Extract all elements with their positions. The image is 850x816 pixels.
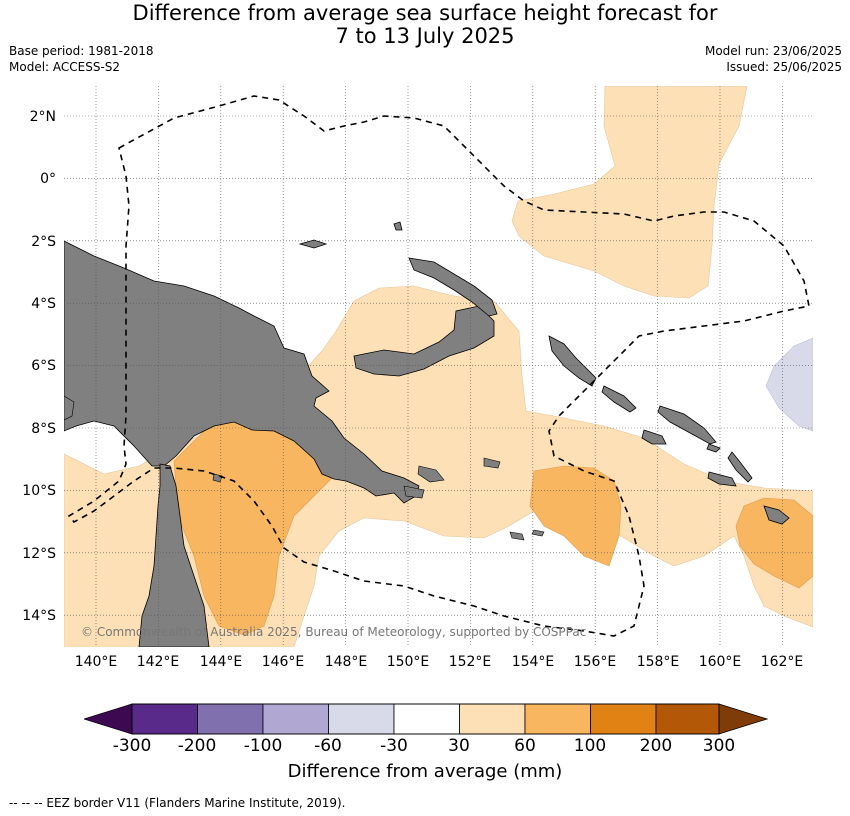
lat-label-2n: 2°N	[29, 109, 56, 125]
land-cape-york	[138, 463, 210, 647]
metadata-right: Model run: 23/06/2025 Issued: 25/06/2025	[705, 43, 842, 75]
copyright-notice: © Commonwealth of Australia 2025, Bureau…	[81, 625, 587, 639]
lon-label-162e: 162°E	[760, 654, 804, 670]
land-bougainville	[548, 335, 597, 387]
colorbar-segment-7	[524, 703, 591, 735]
anomaly-region-60-100-centre	[529, 465, 622, 567]
colorbar-tick-60: 60	[514, 736, 536, 756]
lon-label-144e: 144°E	[199, 654, 243, 670]
colorbar-tick-200: 200	[639, 736, 673, 756]
colorbar-segment-9	[655, 703, 720, 735]
land-fergusson	[403, 485, 425, 499]
land-rennell	[706, 443, 721, 453]
anomaly-region-60-100-east	[735, 497, 813, 589]
colorbar	[84, 703, 768, 735]
colorbar-tick-30: 30	[448, 736, 470, 756]
lat-gridlines	[64, 115, 813, 616]
land-new-britain	[353, 305, 495, 377]
colorbar-tick-minus300: -300	[112, 736, 152, 756]
lon-label-160e: 160°E	[698, 654, 742, 670]
land-guadalcanal	[641, 429, 667, 445]
lat-label-8s: 8°S	[31, 421, 56, 437]
lon-label-140e: 140°E	[74, 654, 118, 670]
lon-label-142e: 142°E	[136, 654, 180, 670]
lat-label-0: 0°	[40, 171, 56, 187]
base-period: Base period: 1981-2018	[9, 44, 154, 58]
model-run: Model run: 23/06/2025	[704, 44, 842, 58]
model-name: Model: ACCESS-S2	[9, 60, 121, 74]
land-manus	[298, 239, 328, 249]
lat-label-6s: 6°S	[31, 358, 56, 374]
lon-label-148e: 148°E	[324, 654, 368, 670]
colorbar-tick-minus30: -30	[380, 736, 408, 756]
anomaly-region-30-60-north	[511, 86, 748, 299]
land-makira	[707, 471, 737, 487]
colorbar-segment-5	[393, 703, 460, 735]
eez-legend-note: -- -- -- EEZ border V11 (Flanders Marine…	[9, 796, 346, 810]
colorbar-tick-300: 300	[702, 736, 736, 756]
lat-label-2s: 2°S	[31, 234, 56, 250]
colorbar-frame	[131, 703, 720, 735]
title-line-2: 7 to 13 July 2025	[335, 24, 515, 48]
anomaly-region-negative-east	[765, 337, 813, 432]
land-rossel	[509, 531, 525, 541]
lon-label-156e: 156°E	[573, 654, 617, 670]
chart-title: Difference from average sea surface heig…	[0, 2, 850, 48]
colorbar-extend-high	[718, 703, 768, 735]
eez-border	[67, 95, 810, 637]
colorbar-segment-8	[590, 703, 657, 735]
land-trobriand	[417, 465, 445, 483]
sea-height-map	[64, 86, 813, 647]
lat-label-4s: 4°S	[31, 296, 56, 312]
lon-label-146e: 146°E	[261, 654, 305, 670]
lon-label-154e: 154°E	[511, 654, 555, 670]
colorbar-tick-minus200: -200	[177, 736, 217, 756]
colorbar-segment-4	[328, 703, 395, 735]
lon-label-158e: 158°E	[636, 654, 680, 670]
colorbar-tick-minus100: -100	[243, 736, 283, 756]
lat-label-10s: 10°S	[22, 483, 56, 499]
land-west-coast	[64, 395, 75, 421]
land-new-hanover	[393, 221, 403, 231]
land-louisiade	[483, 457, 501, 469]
lat-label-12s: 12°S	[22, 546, 56, 562]
lon-label-152e: 152°E	[448, 654, 492, 670]
metadata-left: Base period: 1981-2018 Model: ACCESS-S2	[9, 43, 154, 75]
colorbar-tick-minus60: -60	[314, 736, 342, 756]
land-misima	[531, 529, 545, 537]
colorbar-title: Difference from average (mm)	[287, 761, 563, 782]
issued-date: Issued: 25/06/2025	[726, 60, 842, 74]
lat-label-14s: 14°S	[22, 608, 56, 624]
colorbar-segment-6	[459, 703, 526, 735]
lon-gridlines	[95, 86, 783, 647]
colorbar-segment-2	[197, 703, 264, 735]
land-espiritu-santo	[763, 505, 790, 525]
land-malaita	[727, 451, 753, 483]
land-new-guinea	[64, 240, 420, 504]
colorbar-extend-low	[84, 703, 133, 735]
lon-label-150e: 150°E	[386, 654, 430, 670]
land-new-ireland	[408, 257, 498, 317]
colorbar-segment-1	[131, 703, 198, 735]
title-line-1: Difference from average sea surface heig…	[132, 1, 718, 25]
colorbar-tick-100: 100	[573, 736, 607, 756]
colorbar-segment-3	[262, 703, 329, 735]
land-choiseul	[601, 385, 637, 413]
